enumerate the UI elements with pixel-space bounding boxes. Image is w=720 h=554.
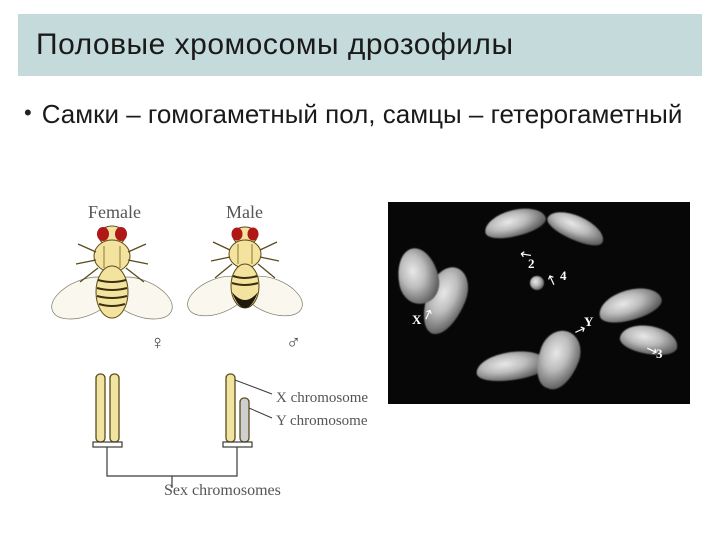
male-symbol: ♂ xyxy=(286,332,301,355)
arrow-icon: ↙ xyxy=(571,321,588,341)
chrom-label-4: 4 xyxy=(560,268,567,284)
x-chromosome-label: X chromosome xyxy=(276,390,368,407)
fly-svg xyxy=(36,202,376,522)
chromosome-micrograph: 2 ↖ 4 ↘ X ↗ Y ↙ 3 ↖ xyxy=(388,202,690,404)
arrow-icon: ↘ xyxy=(543,271,560,291)
title-bar: Половые хромосомы дрозофилы xyxy=(18,14,702,76)
figure-row: Female Male xyxy=(36,202,696,522)
bullet-dot: • xyxy=(24,98,32,128)
page-title: Половые хромосомы дрозофилы xyxy=(36,28,684,62)
bullet-text: Самки – гомогаметный пол, самцы – гетеро… xyxy=(42,98,683,130)
fly-diagram: Female Male xyxy=(36,202,376,522)
bullet-row: • Самки – гомогаметный пол, самцы – гете… xyxy=(24,98,720,130)
chrom-label-X: X xyxy=(412,312,421,328)
y-chromosome-label: Y chromosome xyxy=(276,413,368,430)
female-symbol: ♀ xyxy=(150,332,165,355)
sex-chromosomes-label: Sex chromosomes xyxy=(164,482,281,500)
